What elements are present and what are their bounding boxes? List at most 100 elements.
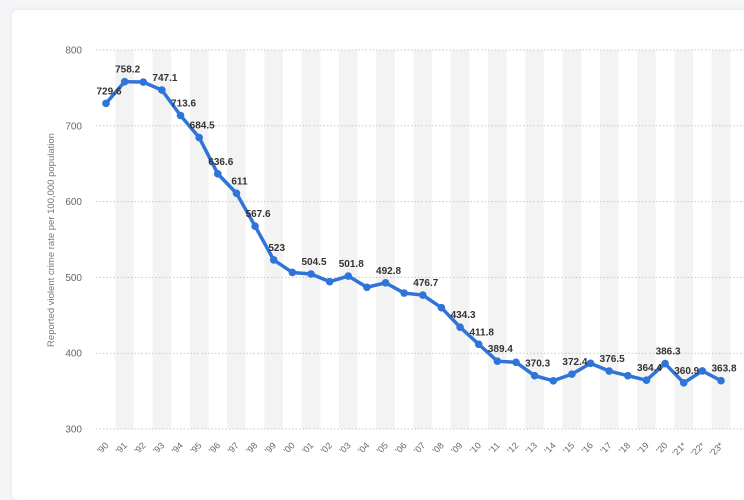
- x-tick-label: '91: [114, 440, 129, 455]
- data-point: [120, 77, 129, 86]
- x-tick-label: '17: [598, 440, 613, 455]
- x-tick-label: '13: [524, 440, 539, 455]
- data-label: 476.7: [413, 278, 438, 289]
- data-label: 729.6: [96, 86, 121, 97]
- data-point: [307, 270, 315, 278]
- column-band: [674, 50, 694, 429]
- column-bands: [115, 50, 731, 429]
- x-tick-label: '09: [449, 440, 464, 455]
- data-label: 492.8: [376, 266, 401, 277]
- data-points: [102, 77, 725, 387]
- x-tick-label: '15: [561, 440, 576, 455]
- y-tick-label: 400: [65, 349, 82, 360]
- x-tick-label: '90: [95, 440, 110, 455]
- data-label: 411.8: [469, 327, 494, 338]
- data-label: 758.2: [115, 65, 140, 76]
- column-band: [562, 50, 582, 429]
- data-point: [549, 376, 558, 385]
- data-point: [456, 323, 464, 332]
- data-label: 713.6: [171, 98, 196, 109]
- x-tick-label: '97: [226, 440, 241, 455]
- data-label: 434.3: [451, 310, 476, 321]
- data-point: [269, 256, 278, 264]
- data-point: [400, 289, 408, 297]
- y-axis-label: Reported violent crime rate per 100,000 …: [46, 133, 57, 347]
- data-point: [586, 359, 595, 368]
- data-point: [698, 367, 707, 375]
- data-label: 372.4: [562, 357, 587, 368]
- data-point: [605, 367, 613, 375]
- column-band: [711, 50, 731, 429]
- x-tick-label: '94: [170, 440, 185, 455]
- data-point: [474, 340, 483, 349]
- data-point: [679, 379, 688, 387]
- data-point: [344, 272, 353, 280]
- data-point: [102, 99, 110, 108]
- data-point: [251, 222, 259, 230]
- x-tick-label: '99: [263, 440, 278, 455]
- data-point: [661, 359, 669, 368]
- column-band: [376, 50, 395, 429]
- y-tick-label: 500: [65, 273, 82, 284]
- data-label: 386.3: [656, 347, 681, 358]
- x-tick-label: '96: [207, 440, 222, 455]
- x-tick-label: '93: [151, 440, 166, 455]
- x-tick-label: '03: [337, 440, 352, 455]
- data-point: [139, 78, 148, 86]
- x-tick-label: '10: [468, 440, 483, 455]
- data-label: 523: [268, 243, 285, 254]
- data-point: [363, 283, 371, 292]
- data-labels: 729.6 758.2 747.1 713.6 684.5 636.6 611 567.6 52…: [96, 65, 736, 377]
- data-point: [176, 111, 185, 120]
- data-label: 370.3: [525, 359, 550, 370]
- data-label: 360.9: [674, 366, 699, 377]
- data-label: 389.4: [488, 344, 513, 355]
- data-point: [325, 277, 334, 286]
- column-band: [637, 50, 656, 429]
- series-line: [104, 79, 723, 385]
- column-band: [450, 50, 470, 429]
- data-label: 684.5: [190, 121, 215, 132]
- y-tick-label: 600: [65, 197, 82, 208]
- data-label: 567.6: [246, 209, 271, 220]
- line-chart: 800 700 600 500 400 300 Reported violent crim…: [46, 46, 744, 458]
- data-label: 611: [231, 176, 248, 187]
- x-tick-label: '18: [617, 440, 632, 455]
- data-point: [512, 358, 520, 367]
- column-band: [152, 50, 172, 429]
- x-tick-label: '11: [487, 440, 502, 455]
- column-band: [301, 50, 321, 429]
- x-tick-label: '02: [319, 440, 334, 455]
- column-band: [338, 50, 358, 429]
- x-tick-label: '12: [505, 440, 520, 455]
- column-band: [525, 50, 544, 429]
- x-tick-label: '23*: [708, 440, 726, 458]
- data-label: 501.8: [339, 259, 364, 270]
- x-tick-label: '01: [300, 440, 315, 455]
- data-point: [214, 170, 222, 178]
- y-tick-label: 300: [65, 425, 82, 436]
- x-tick-label: '22*: [689, 440, 707, 458]
- column-band: [488, 50, 507, 429]
- x-tick-label: '95: [188, 440, 203, 455]
- data-label: 504.5: [301, 257, 326, 268]
- y-tick-label: 800: [65, 46, 82, 57]
- data-point: [288, 268, 297, 277]
- data-point: [568, 370, 576, 378]
- x-axis-ticks: '90'91'92'93'94'95'96'97'98'99'00'01'02 '…: [95, 440, 726, 458]
- x-tick-label: '05: [375, 440, 390, 455]
- data-label: 364.4: [637, 363, 662, 374]
- data-label: 376.5: [600, 354, 625, 365]
- y-axis-ticks: 800 700 600 500 400 300: [65, 46, 82, 436]
- x-tick-label: '16: [580, 440, 595, 455]
- data-point: [530, 371, 539, 380]
- x-tick-label: '00: [281, 440, 296, 455]
- data-point: [437, 303, 446, 312]
- data-point: [493, 357, 502, 366]
- x-tick-label: '19: [636, 440, 651, 455]
- data-point: [624, 371, 632, 380]
- data-point: [642, 376, 651, 384]
- column-band: [115, 50, 134, 429]
- y-tick-label: 700: [65, 121, 82, 132]
- column-band: [413, 50, 433, 429]
